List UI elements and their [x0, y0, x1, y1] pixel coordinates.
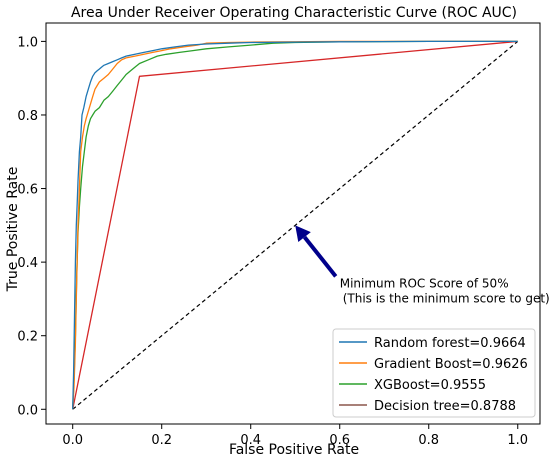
y-axis-label: True Positive Rate: [5, 167, 21, 293]
y-tick-label: 0.8: [17, 109, 38, 124]
y-tick-label: 0.6: [17, 183, 38, 198]
x-tick-label: 0.4: [240, 433, 261, 448]
legend-label-2: XGBoost=0.9555: [374, 378, 486, 393]
x-tick-label: 0.0: [62, 433, 83, 448]
x-tick-label: 1.0: [507, 433, 528, 448]
legend: Random forest=0.9664 Gradient Boost=0.962…: [332, 328, 536, 418]
x-tick-label: 0.6: [329, 433, 350, 448]
plot-frame: [45, 22, 541, 425]
legend-box: [332, 328, 536, 418]
x-axis-label: False Positive Rate: [229, 442, 359, 458]
annotation-text-line-1: Minimum ROC Score of 50%: [340, 276, 509, 290]
series-line-0: [72, 40, 518, 410]
y-tick-label: 0.0: [17, 403, 38, 418]
annotation-text-line-2: (This is the minimum score to get): [343, 291, 550, 305]
chart-title: Area Under Receiver Operating Characteri…: [71, 5, 517, 21]
series-line-2: [72, 40, 518, 410]
x-axis-ticks: 0.0 0.2 0.4 0.6 0.8 1.0: [62, 424, 528, 448]
annotation-arrow-shaft: [302, 235, 338, 278]
legend-label-1: Gradient Boost=0.9626: [374, 357, 528, 372]
series-line-3: [72, 40, 518, 410]
annotation-arrow-head: [295, 225, 311, 243]
legend-label-3: Decision tree=0.8788: [374, 399, 516, 414]
series-layer: [72, 40, 518, 410]
y-tick-label: 0.2: [17, 330, 38, 345]
series-line-1: [72, 40, 518, 410]
y-tick-label: 0.4: [17, 256, 38, 271]
y-tick-label: 1.0: [17, 35, 38, 50]
legend-label-0: Random forest=0.9664: [374, 336, 526, 351]
annotation-layer: Minimum ROC Score of 50% (This is the mi…: [295, 225, 550, 305]
x-tick-label: 0.8: [418, 433, 439, 448]
y-axis-ticks: 0.0 0.2 0.4 0.6 0.8 1.0: [17, 35, 46, 418]
x-tick-label: 0.2: [151, 433, 172, 448]
